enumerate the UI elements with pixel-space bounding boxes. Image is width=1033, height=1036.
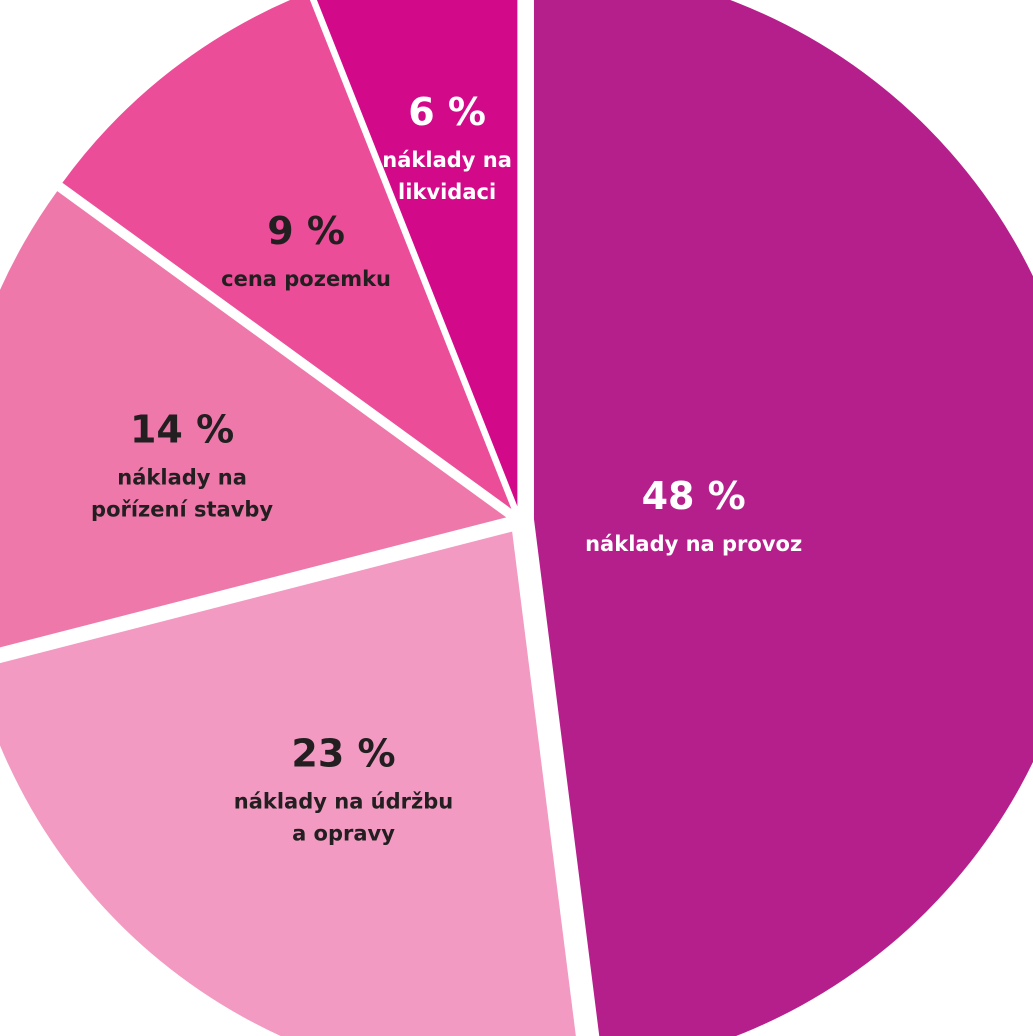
slice-category-label: likvidaci	[398, 180, 496, 204]
slice-category-label: náklady na údržbu	[234, 790, 453, 814]
slice-percent-label: 6 %	[408, 90, 486, 134]
slice-category-label: a opravy	[292, 822, 395, 846]
slice-category-label: náklady na	[117, 466, 247, 490]
slice-category-label: náklady na provoz	[585, 532, 802, 556]
pie-slice	[533, 0, 1033, 1036]
slice-category-label: pořízení stavby	[91, 498, 273, 522]
pie-slice	[316, 0, 518, 507]
pie-slice	[0, 531, 576, 1036]
slice-percent-label: 48 %	[642, 474, 746, 518]
slice-category-label: cena pozemku	[221, 267, 391, 291]
pie-slice	[0, 191, 507, 648]
slice-category-label: náklady na	[382, 148, 512, 172]
slice-percent-label: 14 %	[130, 408, 234, 452]
slice-percent-label: 9 %	[267, 209, 345, 253]
slice-percent-label: 23 %	[291, 732, 395, 776]
pie-slice	[62, 0, 512, 509]
